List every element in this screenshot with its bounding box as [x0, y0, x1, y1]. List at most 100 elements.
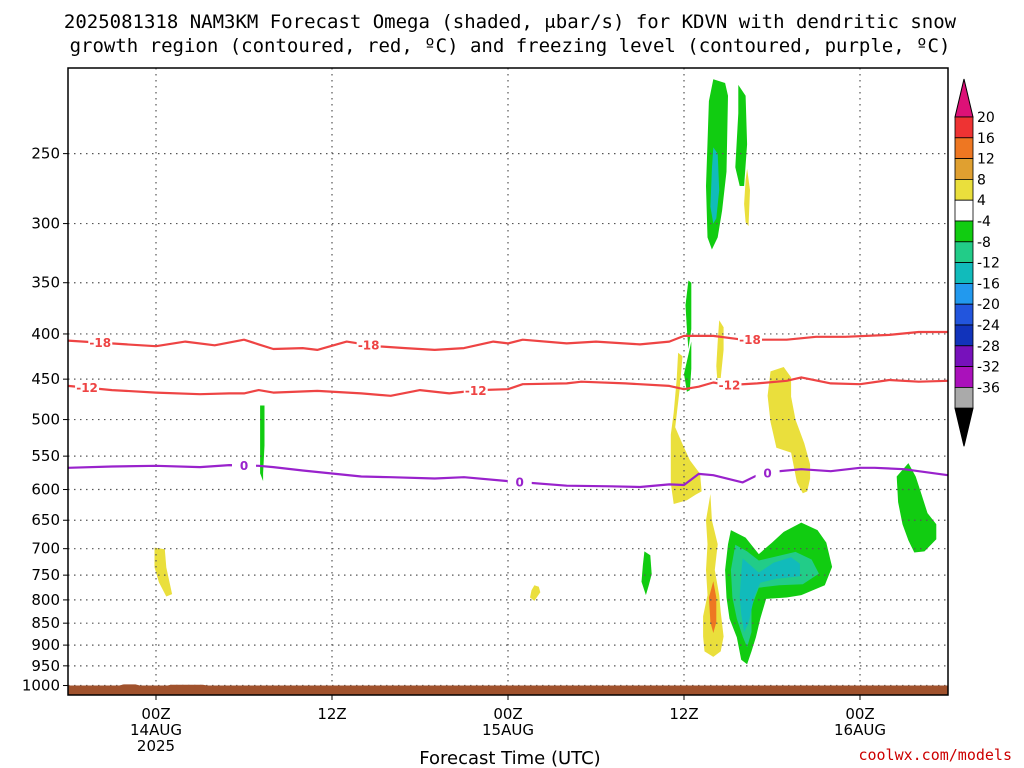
contour-label: -18	[358, 339, 380, 353]
contour-label: -12	[719, 378, 741, 392]
contour-label-background	[755, 465, 780, 480]
omega-region	[767, 367, 811, 494]
omega-region	[154, 547, 173, 597]
omega-region	[685, 280, 692, 349]
x-tick-label: 16AUG	[834, 721, 886, 739]
contour-label-background	[738, 332, 762, 347]
y-tick-label: 700	[31, 540, 60, 558]
omega-region	[703, 494, 724, 657]
x-tick-label: 14AUG	[130, 721, 182, 739]
omega-shading-layer	[154, 79, 937, 665]
colorbar-label: -32	[977, 360, 1000, 376]
colorbar-swatch	[954, 158, 974, 180]
colorbar-label: 8	[977, 172, 986, 188]
contour-label-background	[88, 335, 113, 350]
colorbar-swatch	[954, 137, 974, 160]
colorbar-label: -8	[977, 235, 991, 251]
x-tick-label: 12Z	[669, 705, 698, 723]
contour-label: 0	[240, 459, 248, 473]
grid-lines	[68, 68, 948, 695]
colorbar-swatch	[954, 324, 974, 347]
x-tick-label: 00Z	[845, 705, 874, 723]
colorbar-label: -24	[977, 318, 1000, 334]
credit-text: coolwx.com/models	[858, 746, 1012, 764]
omega-region	[710, 147, 720, 224]
colorbar-label: 16	[977, 131, 995, 147]
y-tick-label: 750	[31, 566, 60, 584]
y-tick-label: 300	[31, 215, 60, 233]
contour-label: -12	[76, 381, 98, 395]
colorbar-swatch	[954, 345, 974, 367]
contour-label-background	[356, 338, 381, 353]
chart-title-line-2: growth region (contoured, red, ºC) and f…	[70, 35, 951, 57]
colorbar-label: 4	[977, 193, 986, 209]
omega-region	[530, 585, 541, 601]
ground-fill	[68, 684, 948, 695]
omega-region	[744, 168, 750, 227]
colorbar-swatch	[954, 220, 974, 243]
colorbar-swatch	[954, 386, 974, 409]
y-tick-label: 600	[31, 481, 60, 499]
colorbar-swatch	[954, 262, 974, 284]
y-tick-label: 850	[31, 614, 60, 632]
y-tick-label: 1000	[22, 677, 60, 695]
plot-area: -18 -18 -18 -12 -12 -12 0 0 0	[67, 67, 949, 696]
colorbar-label: -36	[977, 380, 1000, 396]
contour-label-background	[463, 383, 488, 398]
contour-label: -18	[89, 336, 111, 350]
omega-region	[896, 463, 937, 553]
colorbar-label: -4	[977, 214, 991, 230]
contour-label-background	[507, 475, 532, 490]
colorbar-swatch	[954, 303, 974, 326]
y-axis: 250 300 350 400 450 500 550 600 650 700 750 800 850 9…	[22, 145, 68, 695]
colorbar-label: 20	[977, 110, 995, 126]
contour-label: 0	[763, 466, 771, 480]
colorbar: 20 16 12 8 4 -4 -8 -12 -16 -20 -24 -28 -32 -36	[954, 78, 1000, 447]
contour-line	[67, 376, 949, 397]
colorbar-label: -20	[977, 297, 1000, 313]
colorbar-swatch	[954, 366, 974, 388]
colorbar-label: -16	[977, 276, 1000, 292]
y-tick-label: 900	[31, 636, 60, 654]
x-tick-label: 00Z	[141, 705, 170, 723]
x-tick-label: 00Z	[493, 705, 522, 723]
omega-region	[739, 557, 800, 633]
colorbar-swatch	[954, 199, 974, 222]
y-tick-label: 550	[31, 447, 60, 465]
omega-region	[735, 84, 748, 186]
y-tick-label: 250	[31, 145, 60, 163]
contour-line	[67, 330, 948, 351]
colorbar-swatch	[954, 241, 974, 264]
colorbar-label: -28	[977, 339, 1000, 355]
colorbar-swatch	[954, 282, 974, 305]
y-tick-label: 500	[31, 411, 60, 429]
omega-region	[260, 405, 265, 482]
omega-region	[670, 352, 702, 504]
ground-layer	[68, 684, 948, 695]
x-tick-label: 12Z	[317, 705, 346, 723]
colorbar-top-triangle	[954, 78, 974, 118]
y-tick-label: 650	[31, 511, 60, 529]
colorbar-label: -12	[977, 256, 1000, 272]
y-tick-label: 800	[31, 591, 60, 609]
omega-region	[708, 581, 717, 633]
omega-region	[641, 551, 652, 596]
omega-region	[684, 341, 692, 392]
x-axis-title: Forecast Time (UTC)	[419, 748, 600, 768]
colorbar-swatch	[954, 178, 974, 201]
contour-label-background	[717, 377, 742, 392]
contour-label: 0	[516, 476, 524, 490]
contour-label: -18	[739, 333, 761, 347]
y-tick-label: 450	[31, 370, 60, 388]
chart-title-line-1: 2025081318 NAM3KM Forecast Omega (shaded…	[64, 11, 957, 33]
y-tick-label: 350	[31, 274, 60, 292]
contour-label-background	[232, 458, 256, 473]
contour-layer: -18 -18 -18 -12 -12 -12 0 0 0	[67, 330, 949, 490]
x-tick-label: 15AUG	[482, 721, 534, 739]
y-tick-label: 950	[31, 657, 60, 675]
colorbar-label: 12	[977, 152, 995, 168]
contour-label: -12	[465, 384, 487, 398]
x-tick-label: 2025	[137, 737, 175, 755]
